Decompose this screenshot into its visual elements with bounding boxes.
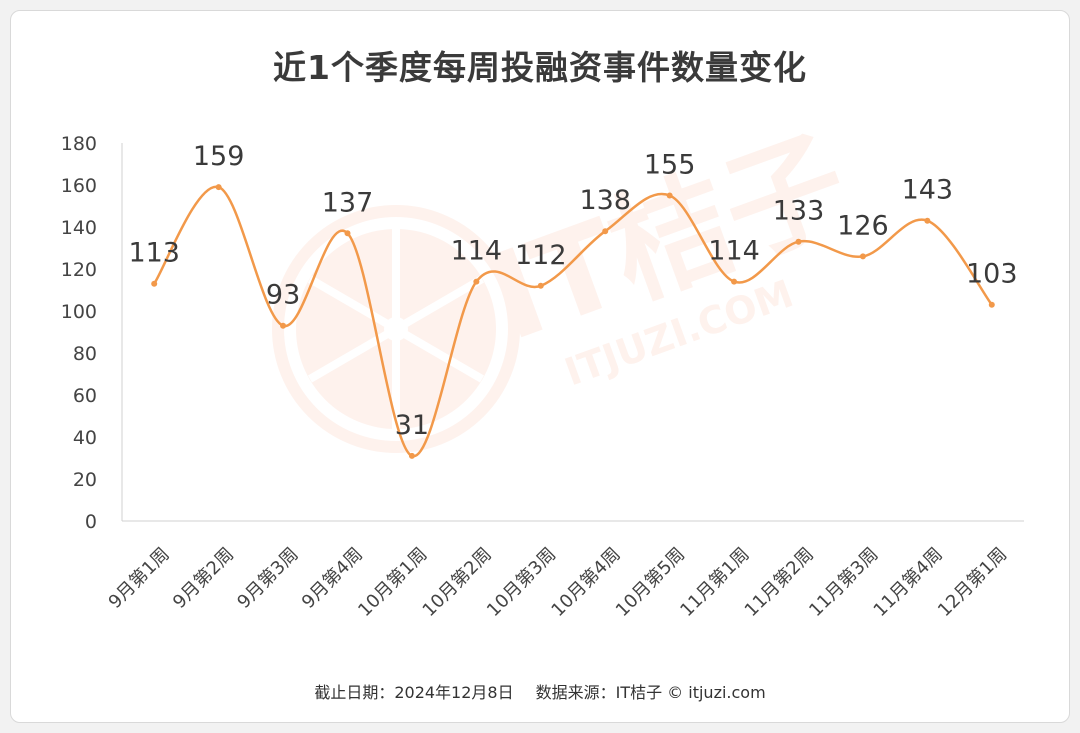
y-tick-label: 80 <box>73 343 97 365</box>
x-tick-label: 10月第3周 <box>483 544 560 621</box>
data-point <box>602 228 609 235</box>
data-label: 103 <box>966 259 1018 290</box>
y-tick-label: 160 <box>61 175 97 197</box>
y-tick-label: 40 <box>73 427 97 449</box>
data-label: 126 <box>837 210 889 241</box>
chart-title: 近1个季度每周投融资事件数量变化 <box>273 48 807 87</box>
data-label: 133 <box>773 196 825 227</box>
data-point <box>473 278 480 285</box>
data-point <box>537 282 544 289</box>
data-label: 159 <box>193 141 245 172</box>
data-point <box>988 301 995 308</box>
y-tick-label: 180 <box>61 133 97 155</box>
x-tick-label: 11月第1周 <box>676 544 753 621</box>
y-tick-label: 20 <box>73 469 97 491</box>
watermark: IT桔子 ITJUZI.COM <box>272 112 865 453</box>
footer-source: 数据来源：IT桔子 © itjuzi.com <box>535 683 766 702</box>
data-point <box>859 253 866 260</box>
data-point <box>731 278 738 285</box>
data-label: 137 <box>322 187 374 218</box>
x-axis-ticks: 9月第1周9月第2周9月第3周9月第4周10月第1周10月第2周10月第3周10… <box>105 544 1012 621</box>
x-tick-label: 11月第4周 <box>870 544 947 621</box>
data-point <box>408 452 415 459</box>
x-tick-label: 12月第1周 <box>934 544 1011 621</box>
series-points <box>151 184 995 459</box>
data-point <box>795 238 802 245</box>
data-label: 113 <box>128 238 180 269</box>
x-tick-label: 11月第3周 <box>805 544 882 621</box>
y-axis-ticks: 0 20 40 60 80 100 120 140 160 180 <box>61 133 97 533</box>
x-tick-label: 9月第3周 <box>233 544 302 613</box>
y-tick-label: 100 <box>61 301 97 323</box>
x-tick-label: 9月第2周 <box>169 544 238 613</box>
data-labels: 113 159 93 137 31 114 112 138 155 114 133 126 143 103 <box>128 141 1017 441</box>
axes <box>121 143 1024 522</box>
data-label: 114 <box>708 236 760 267</box>
chart-card: 近1个季度每周投融资事件数量变化 IT桔子 ITJUZI.COM 0 <box>10 10 1070 723</box>
data-point <box>666 192 673 199</box>
x-tick-label: 11月第2周 <box>741 544 818 621</box>
data-label: 138 <box>579 185 631 216</box>
y-tick-label: 60 <box>73 385 97 407</box>
data-label: 31 <box>395 410 429 441</box>
y-tick-label: 120 <box>61 259 97 281</box>
data-label: 155 <box>644 150 696 181</box>
x-tick-label: 10月第5周 <box>612 544 689 621</box>
data-point <box>344 230 351 237</box>
x-tick-label: 10月第1周 <box>354 544 431 621</box>
data-point <box>280 322 287 329</box>
data-label: 112 <box>515 240 567 271</box>
data-label: 143 <box>902 175 954 206</box>
footer: 截止日期：2024年12月8日 数据来源：IT桔子 © itjuzi.com <box>11 679 1069 703</box>
data-point <box>151 280 158 287</box>
data-label: 114 <box>451 236 503 267</box>
y-tick-label: 140 <box>61 217 97 239</box>
data-label: 93 <box>266 280 300 311</box>
x-tick-label: 10月第4周 <box>547 544 624 621</box>
line-chart: IT桔子 ITJUZI.COM 0 20 40 60 80 100 120 140 160 180… <box>61 112 1024 621</box>
data-point <box>215 184 222 191</box>
footer-date: 截止日期：2024年12月8日 <box>314 683 514 702</box>
data-point <box>924 217 931 224</box>
y-tick-label: 0 <box>85 511 97 533</box>
x-tick-label: 9月第1周 <box>105 544 174 613</box>
x-tick-label: 10月第2周 <box>419 544 496 621</box>
